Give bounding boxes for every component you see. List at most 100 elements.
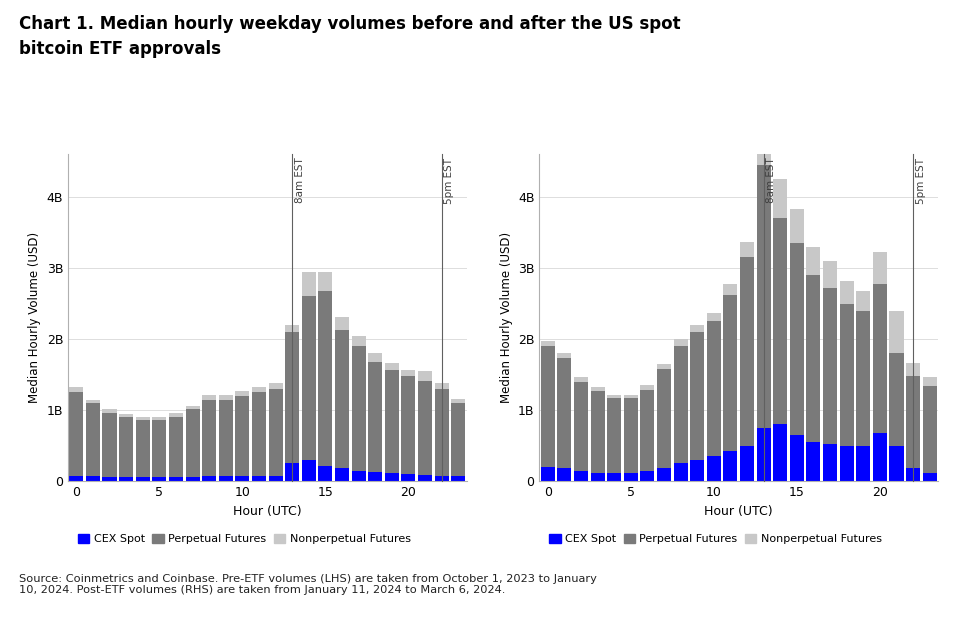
Bar <box>840 281 853 304</box>
Bar <box>856 310 870 445</box>
Bar <box>86 476 100 481</box>
Legend: CEX Spot, Perpetual Futures, Nonperpetual Futures: CEX Spot, Perpetual Futures, Nonperpetua… <box>74 529 415 549</box>
Bar <box>641 385 654 389</box>
Bar <box>906 363 920 376</box>
Bar <box>591 387 605 391</box>
Bar <box>557 354 572 358</box>
Bar <box>434 389 449 476</box>
Bar <box>319 291 332 466</box>
Bar <box>268 476 283 481</box>
Bar <box>557 358 572 468</box>
Bar <box>823 444 837 481</box>
Bar <box>368 362 382 472</box>
Bar <box>557 468 572 481</box>
Text: Source: Coinmetrics and Coinbase. Pre-ETF volumes (LHS) are taken from October 1: Source: Coinmetrics and Coinbase. Pre-ET… <box>19 574 598 595</box>
Bar <box>69 392 84 476</box>
Bar <box>136 477 150 481</box>
Bar <box>573 378 588 382</box>
Bar <box>591 473 605 481</box>
Bar <box>773 424 787 481</box>
Bar <box>540 341 555 346</box>
Bar <box>169 477 183 481</box>
Bar <box>873 284 886 433</box>
Bar <box>674 346 687 463</box>
Bar <box>690 460 705 481</box>
Bar <box>641 471 654 481</box>
Legend: CEX Spot, Perpetual Futures, Nonperpetual Futures: CEX Spot, Perpetual Futures, Nonperpetua… <box>545 529 886 549</box>
Bar <box>434 383 449 389</box>
Bar <box>219 400 233 476</box>
Bar <box>186 406 199 410</box>
Bar <box>840 304 853 445</box>
Bar <box>690 325 705 332</box>
Bar <box>418 371 433 381</box>
Bar <box>418 381 433 475</box>
Bar <box>451 403 466 476</box>
Bar <box>86 400 100 403</box>
Bar <box>202 395 216 400</box>
Text: 5pm EST: 5pm EST <box>916 157 925 204</box>
Bar <box>102 477 117 481</box>
Bar <box>889 354 904 445</box>
Bar <box>873 252 886 284</box>
Bar <box>707 457 721 481</box>
Bar <box>657 369 671 468</box>
Bar <box>906 468 920 481</box>
Bar <box>102 413 117 477</box>
Bar <box>856 445 870 481</box>
Bar <box>136 417 150 420</box>
Bar <box>418 475 433 481</box>
Bar <box>823 288 837 444</box>
Bar <box>235 476 250 481</box>
Bar <box>807 247 820 275</box>
Text: 5pm EST: 5pm EST <box>444 157 454 204</box>
Text: 8am EST: 8am EST <box>766 157 776 203</box>
Text: Chart 1. Median hourly weekday volumes before and after the US spot: Chart 1. Median hourly weekday volumes b… <box>19 15 681 33</box>
Bar <box>401 370 415 376</box>
Bar <box>889 445 904 481</box>
Bar <box>756 122 771 165</box>
Bar <box>120 417 133 477</box>
Bar <box>385 363 399 370</box>
Bar <box>153 477 166 481</box>
Bar <box>906 376 920 468</box>
Bar <box>235 396 250 476</box>
Bar <box>823 261 837 288</box>
Bar <box>451 399 466 403</box>
Bar <box>335 468 349 481</box>
Bar <box>301 460 316 481</box>
Bar <box>352 471 365 481</box>
Bar <box>401 474 415 481</box>
Bar <box>773 218 787 424</box>
Bar <box>69 476 84 481</box>
Bar <box>335 330 349 468</box>
Bar <box>873 433 886 481</box>
Bar <box>268 389 283 476</box>
Bar <box>790 209 804 243</box>
Bar <box>451 476 466 481</box>
Bar <box>773 179 787 218</box>
Bar <box>86 403 100 476</box>
Bar <box>723 452 738 481</box>
Bar <box>385 370 399 473</box>
Y-axis label: Median Hourly Volume (USD): Median Hourly Volume (USD) <box>28 232 41 404</box>
Bar <box>102 410 117 413</box>
Bar <box>723 284 738 295</box>
Bar <box>385 473 399 481</box>
Bar <box>790 435 804 481</box>
Bar <box>922 386 937 473</box>
Bar <box>301 296 316 460</box>
Bar <box>707 313 721 321</box>
Bar <box>740 242 754 257</box>
Bar <box>352 346 365 471</box>
Bar <box>69 387 84 392</box>
Bar <box>674 463 687 481</box>
X-axis label: Hour (UTC): Hour (UTC) <box>233 505 301 518</box>
Bar <box>790 243 804 435</box>
Bar <box>573 471 588 481</box>
Bar <box>268 383 283 389</box>
Bar <box>624 473 638 481</box>
Bar <box>889 310 904 354</box>
Bar <box>690 332 705 460</box>
Bar <box>807 442 820 481</box>
